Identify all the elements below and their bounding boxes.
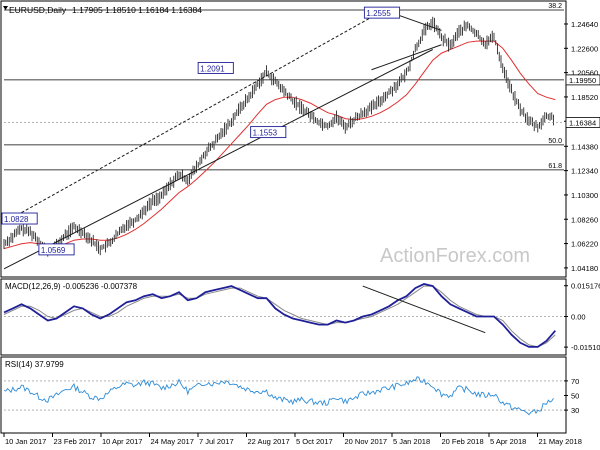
x-tick-label: 23 Feb 2017 xyxy=(54,437,96,446)
macd-panel-frame xyxy=(0,278,567,356)
highlight-level-box xyxy=(565,74,600,86)
macd-panel: 0.015176 0.00 -0.015109 xyxy=(3,282,600,352)
annotation-box xyxy=(1,212,38,225)
x-tick-label: 5 Apr 2018 xyxy=(490,437,526,446)
current-price-label: 1.16384 xyxy=(569,118,596,127)
trendline-macd-descending xyxy=(362,285,486,334)
macd-tick-label: 0.015176 xyxy=(571,282,600,291)
price-tick-label: 1.22600 xyxy=(571,44,598,53)
x-tick-label: 20 Nov 2017 xyxy=(345,437,388,446)
price-tick-label: 1.04180 xyxy=(571,264,598,273)
highlight-level-label: 1.19950 xyxy=(569,76,596,85)
x-tick-label: 21 May 2018 xyxy=(539,437,582,446)
price-tick-label: 1.14380 xyxy=(571,142,598,151)
x-tick-label: 22 Aug 2017 xyxy=(248,437,290,446)
x-tick-label: 5 Oct 2017 xyxy=(296,437,333,446)
price-tick-label: 1.08260 xyxy=(571,215,598,224)
x-tick-label: 10 Jan 2017 xyxy=(5,437,46,446)
price-panel-frame xyxy=(0,0,567,278)
annotation-label: 1.2555 xyxy=(366,9,391,18)
price-tick-label: 1.06220 xyxy=(571,240,598,249)
rsi-panel: 70 50 30 xyxy=(3,376,579,416)
macd-main-line xyxy=(3,283,556,348)
price-panel: 1.246401.226001.205601.185201.164801.143… xyxy=(1,3,600,273)
price-tick-label: 1.12340 xyxy=(571,167,598,176)
current-price-box xyxy=(565,117,600,128)
fib-level-label: 50.0 xyxy=(548,138,562,145)
fib-level-label: 61.8 xyxy=(548,163,562,170)
macd-signal-line xyxy=(3,285,556,348)
macd-panel-title: MACD(12,26,9) -0.005236 -0.007378 xyxy=(5,282,138,291)
rsi-tick-label: 70 xyxy=(571,377,579,386)
annotation-box xyxy=(197,61,234,74)
header-ohlc: 1.17905 1.18510 1.16184 1.16384 xyxy=(72,5,202,15)
x-axis: 10 Jan 2017 23 Feb 2017 10 Apr 2017 24 May … xyxy=(3,433,582,446)
collapse-triangle-icon[interactable] xyxy=(3,6,8,10)
fib-level-label: 38.2 xyxy=(548,3,562,10)
annotation-box xyxy=(250,126,287,139)
price-tick-label: 1.24640 xyxy=(571,20,598,29)
annotation-label: 1.1553 xyxy=(253,129,278,138)
annotation-box xyxy=(38,243,75,256)
header-symbol: EURUSD,Daily xyxy=(9,5,67,15)
price-tick-label: 1.20560 xyxy=(571,69,598,78)
x-tick-label: 7 Jul 2017 xyxy=(199,437,234,446)
trendline-top-descending xyxy=(397,14,442,31)
watermark-text: ActionForex.com xyxy=(380,245,530,267)
price-tick-label: 1.10300 xyxy=(571,191,598,200)
annotation-label: 1.0828 xyxy=(4,215,29,224)
annotation-box xyxy=(363,6,401,19)
trendline-support-under-top xyxy=(371,44,442,71)
annotation-label: 1.2091 xyxy=(200,64,225,73)
x-tick-label: 24 May 2017 xyxy=(151,437,194,446)
x-tick-label: 10 Apr 2017 xyxy=(102,437,142,446)
x-tick-label: 5 Jan 2018 xyxy=(393,437,430,446)
x-tick-label: 20 Feb 2018 xyxy=(442,437,484,446)
price-tick-label: 1.18520 xyxy=(571,93,598,102)
trendline-channel-lower xyxy=(3,49,433,270)
sma-line xyxy=(3,40,556,250)
rsi-panel-title: RSI(14) 37.9799 xyxy=(5,360,64,369)
rsi-line xyxy=(3,376,554,416)
annotation-label: 1.0569 xyxy=(41,246,66,255)
rsi-tick-label: 50 xyxy=(571,392,579,401)
macd-tick-label: 0.00 xyxy=(571,312,586,321)
macd-tick-label: -0.015109 xyxy=(571,343,600,352)
rsi-tick-label: 30 xyxy=(571,406,579,415)
trendline-channel-upper xyxy=(3,10,383,223)
